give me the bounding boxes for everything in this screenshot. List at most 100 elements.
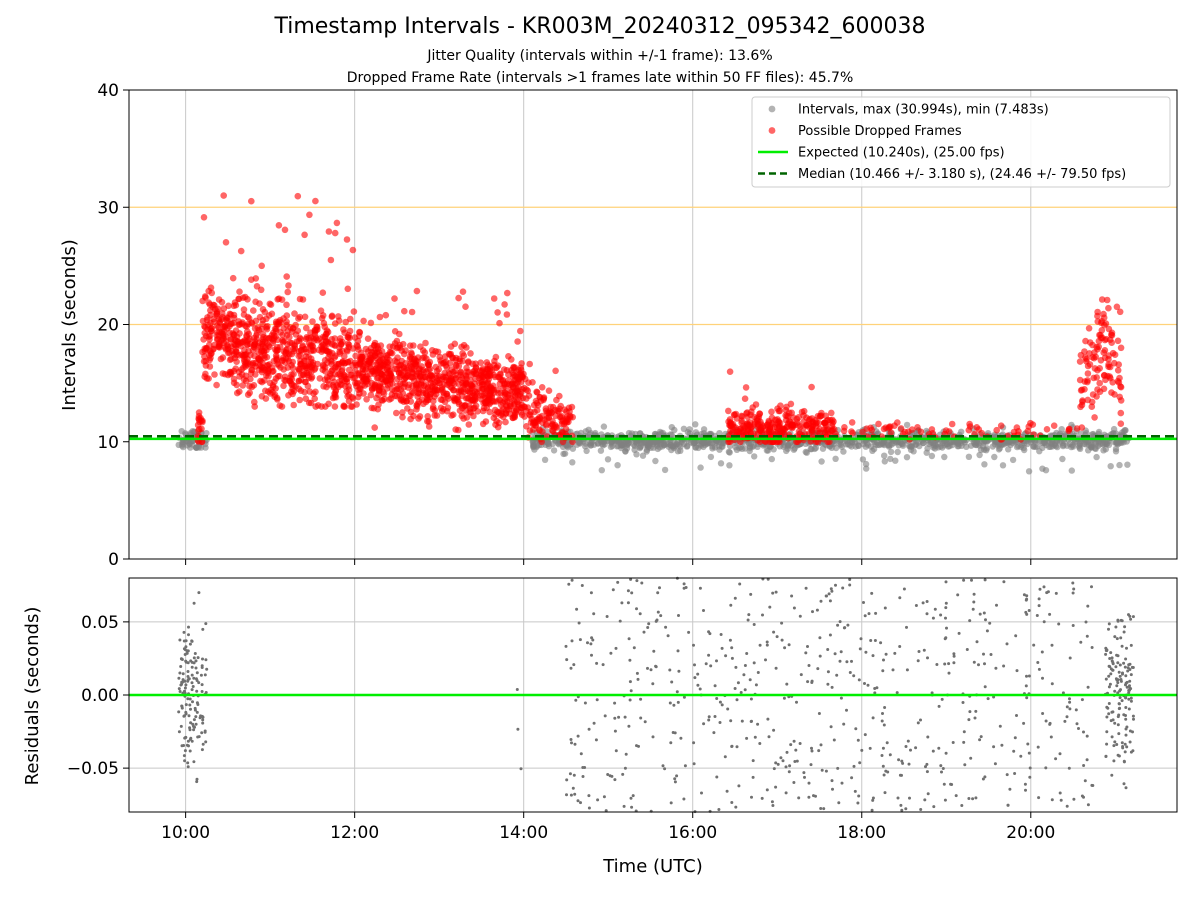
- dropped-frame-point: [384, 359, 392, 367]
- dropped-frame-point: [393, 337, 401, 345]
- interval-point: [692, 429, 700, 436]
- dropped-frame-point: [325, 381, 333, 388]
- residuals-y-axis-label: Residuals (seconds): [22, 607, 43, 786]
- residual-point: [925, 612, 929, 616]
- dropped-frame-point: [301, 231, 308, 239]
- residual-point: [881, 764, 885, 768]
- residual-point: [898, 596, 902, 600]
- dropped-frame-point: [1117, 420, 1125, 428]
- dropped-frame-point: [353, 401, 360, 408]
- residual-point: [824, 594, 828, 598]
- residual-point: [1118, 663, 1122, 667]
- dropped-frame-point: [379, 397, 386, 404]
- dropped-frame-point: [290, 401, 298, 409]
- dropped-frame-point: [511, 392, 519, 399]
- residual-point: [199, 673, 203, 677]
- interval-point: [981, 461, 988, 468]
- residual-point: [944, 616, 947, 620]
- residual-point: [620, 601, 624, 605]
- residual-point: [1065, 705, 1069, 709]
- x-tick-label: 18:00: [837, 823, 886, 843]
- dropped-frame-point: [361, 366, 369, 374]
- residual-point: [704, 662, 708, 666]
- residual-point: [789, 743, 793, 747]
- dropped-frame-point: [1109, 349, 1117, 357]
- dropped-frame-point: [751, 420, 758, 428]
- dropped-frame-point: [230, 331, 238, 339]
- residual-point: [713, 715, 717, 718]
- interval-point: [874, 441, 881, 449]
- residual-point: [904, 745, 908, 748]
- residual-point: [1104, 755, 1108, 758]
- residual-point: [651, 682, 655, 686]
- residual-point: [730, 801, 734, 804]
- dropped-frame-point: [750, 413, 758, 421]
- dropped-frame-point: [526, 427, 534, 434]
- dropped-frame-point: [317, 307, 325, 315]
- dropped-frame-point: [299, 371, 307, 379]
- residual-point: [1108, 682, 1112, 686]
- residual-point: [774, 761, 778, 765]
- residual-point: [818, 636, 822, 640]
- residual-point: [830, 779, 834, 783]
- residual-point: [949, 782, 953, 786]
- residual-point: [643, 720, 647, 724]
- residual-point: [1113, 635, 1117, 639]
- residual-point: [1109, 719, 1113, 723]
- residual-point: [611, 588, 615, 592]
- dropped-frame-point: [424, 361, 432, 369]
- residual-point: [765, 788, 769, 792]
- residual-point: [692, 762, 696, 766]
- residual-point: [616, 580, 620, 584]
- residual-point: [185, 649, 189, 653]
- dropped-frame-point: [566, 408, 573, 415]
- dropped-frame-point: [224, 345, 232, 353]
- dropped-frame-point: [783, 423, 791, 431]
- dropped-frame-point: [1029, 421, 1037, 428]
- intervals-points: [175, 192, 1133, 475]
- residual-point: [1014, 634, 1018, 638]
- dropped-frame-point: [460, 352, 468, 360]
- residual-point: [1091, 784, 1095, 787]
- interval-point: [903, 421, 911, 429]
- residual-point: [770, 800, 774, 804]
- dropped-frame-point: [885, 424, 893, 432]
- interval-point: [1025, 468, 1033, 475]
- dropped-frame-point: [439, 396, 446, 404]
- residual-point: [907, 762, 911, 766]
- interval-point: [989, 443, 996, 450]
- residual-point: [1117, 702, 1121, 706]
- residual-point: [621, 772, 625, 776]
- dropped-frame-point: [343, 236, 351, 243]
- residual-point: [1122, 760, 1126, 764]
- residual-point: [578, 638, 582, 642]
- dropped-frame-point: [1100, 310, 1107, 318]
- residual-point: [188, 737, 192, 741]
- residual-point: [919, 808, 923, 811]
- residual-point: [1107, 622, 1111, 626]
- residual-point: [668, 701, 672, 705]
- residual-point: [833, 652, 837, 656]
- residual-point: [1115, 743, 1119, 746]
- dropped-frame-point: [1105, 361, 1112, 368]
- dropped-frame-point: [1083, 358, 1090, 365]
- residual-point: [629, 796, 633, 800]
- dropped-frame-point: [259, 306, 267, 313]
- residual-point: [635, 607, 638, 611]
- dropped-frame-point: [741, 395, 749, 403]
- residual-point: [891, 668, 895, 672]
- residual-point: [664, 625, 668, 629]
- residual-point: [682, 582, 686, 586]
- dropped-frame-point: [521, 375, 529, 383]
- interval-point: [928, 452, 936, 460]
- residual-point: [724, 654, 728, 658]
- residual-point: [925, 770, 929, 774]
- residual-point: [658, 586, 661, 590]
- residual-point: [200, 683, 204, 687]
- residual-point: [707, 718, 711, 722]
- dropped-frame-point: [318, 403, 325, 410]
- residual-point: [780, 621, 784, 625]
- dropped-frame-point: [270, 332, 278, 339]
- residual-point: [771, 804, 775, 807]
